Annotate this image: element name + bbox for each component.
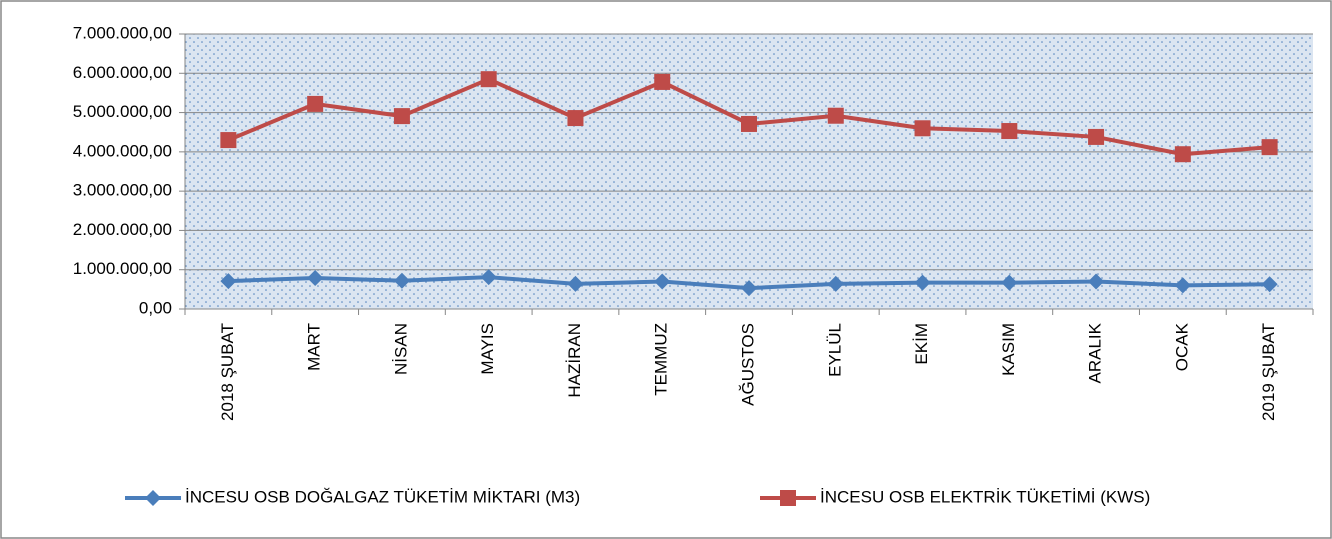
y-tick-label: 1.000.000,00 (73, 259, 172, 278)
marker (393, 272, 410, 289)
marker (914, 274, 931, 291)
x-tick-label: TEMMUZ (652, 323, 671, 396)
x-tick-label: ARALIK (1086, 322, 1105, 383)
legend-label: İNCESU OSB ELEKTRİK TÜKETİMİ (KWS) (820, 487, 1150, 506)
marker (307, 269, 324, 286)
marker (307, 95, 324, 112)
x-tick-label: NİSAN (391, 323, 410, 375)
marker (220, 273, 237, 290)
x-tick-label: 2018 ŞUBAT (218, 323, 237, 421)
y-tick-label: 0,00 (139, 298, 172, 317)
marker (220, 132, 237, 149)
marker (1261, 139, 1278, 156)
y-tick-label: 2.000.000,00 (73, 220, 172, 239)
marker (145, 490, 161, 506)
marker (827, 275, 844, 292)
y-tick-label: 3.000.000,00 (73, 181, 172, 200)
y-tick-label: 4.000.000,00 (73, 141, 172, 160)
x-tick-label: MART (305, 323, 324, 371)
legend-label: İNCESU OSB DOĞALGAZ TÜKETİM MİKTARI (M3) (185, 487, 580, 506)
marker (1088, 273, 1105, 290)
marker (1001, 274, 1018, 291)
y-tick-label: 6.000.000,00 (73, 63, 172, 82)
marker (780, 490, 796, 506)
marker (393, 108, 410, 125)
marker (741, 115, 757, 132)
marker (567, 110, 584, 127)
plot-area (185, 34, 1313, 309)
marker (1088, 128, 1105, 145)
x-tick-label: HAZİRAN (565, 323, 584, 398)
x-tick-label: 2019 ŞUBAT (1259, 323, 1278, 421)
x-tick-label: MAYIS (478, 323, 497, 375)
x-tick-label: EYLÜL (825, 323, 844, 377)
marker (914, 120, 931, 137)
marker (1174, 277, 1191, 294)
marker (827, 107, 844, 124)
marker (741, 280, 757, 297)
marker (654, 73, 671, 90)
marker (480, 269, 497, 286)
x-tick-label: KASIM (999, 323, 1018, 376)
marker (1001, 123, 1018, 140)
x-tick-label: AĞUSTOS (738, 323, 757, 406)
y-tick-label: 7.000.000,00 (73, 23, 172, 42)
x-tick-label: OCAK (1172, 322, 1191, 371)
marker (480, 71, 497, 88)
y-tick-label: 5.000.000,00 (73, 102, 172, 121)
marker (1174, 146, 1191, 163)
marker (1261, 276, 1278, 293)
marker (567, 275, 584, 292)
marker (654, 273, 671, 290)
x-tick-label: EKİM (912, 323, 931, 365)
